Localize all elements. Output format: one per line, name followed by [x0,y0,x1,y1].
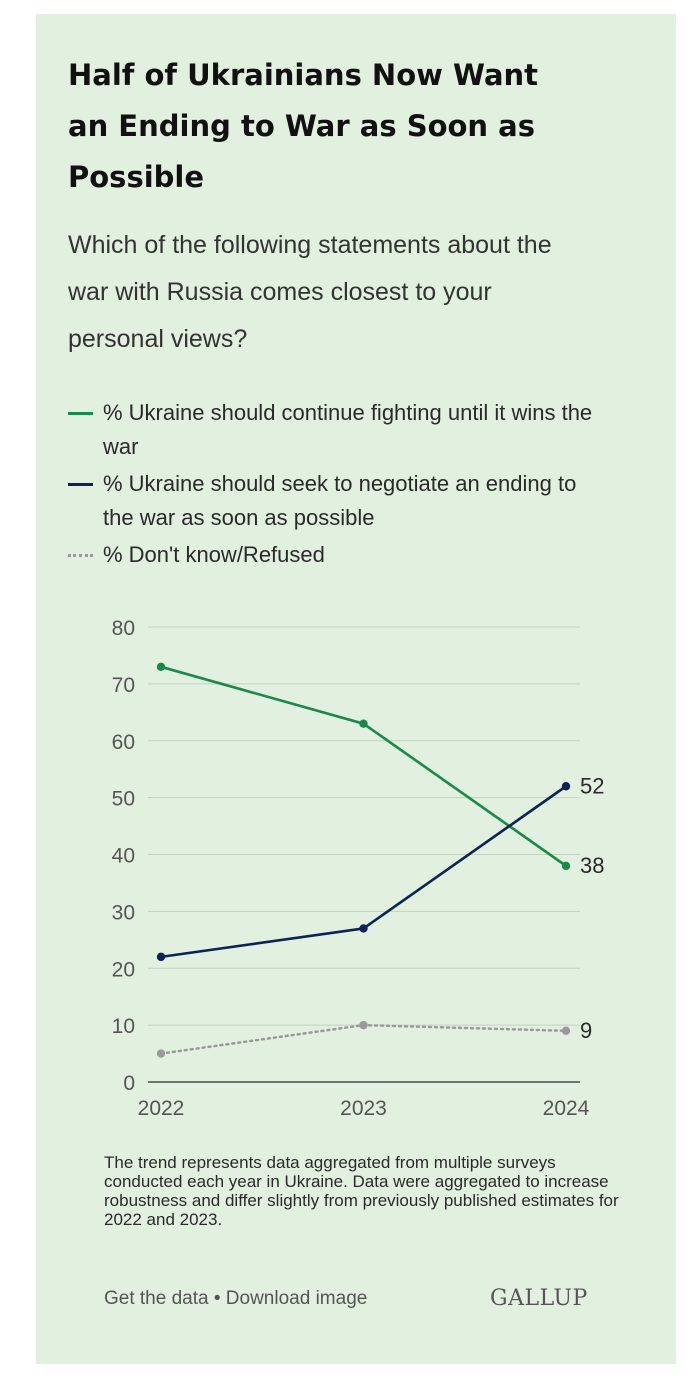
x-tick-label: 2024 [543,1097,590,1120]
legend-item-negotiate: % Ukraine should seek to negotiate an en… [68,467,608,535]
legend-item-dont-know: % Don't know/Refused [68,538,608,572]
legend-swatch-continue-fighting [68,412,93,415]
series-line-continue-fighting [160,665,567,867]
legend-swatch-dont-know [68,554,93,557]
data-point-dont-know [359,1020,368,1030]
gallup-logo: GALLUP [490,1286,588,1311]
y-tick-label: 0 [123,1072,135,1095]
x-tick-label: 2023 [340,1097,387,1120]
y-tick-label: 50 [112,788,135,811]
chart-title: Half of Ukrainians Now Want an Ending to… [68,58,539,194]
series-line-dont-know [159,1023,568,1055]
footer-separator: • [208,1288,226,1309]
y-tick-label: 30 [112,901,135,924]
y-tick-label: 10 [112,1015,135,1038]
data-label-negotiate: 52 [580,773,604,798]
x-tick-label: 2022 [138,1097,185,1120]
legend-label-continue-fighting: % Ukraine should continue fighting until… [103,400,593,459]
y-tick-label: 60 [112,731,135,754]
line-chart: 0 10 20 30 40 50 60 70 80 2022 2023 2024 38 52 9 [112,617,605,1120]
data-point-negotiate [359,924,368,933]
chart-subtitle: Which of the following statements about … [68,231,552,353]
y-tick-label: 40 [112,845,135,868]
data-point-dont-know [156,1049,166,1058]
y-tick-label: 80 [112,617,135,640]
y-tick-label: 70 [112,674,135,697]
legend-label-negotiate: % Ukraine should seek to negotiate an en… [103,471,577,530]
footer-links: Get the data • Download image [104,1288,367,1310]
data-label-dont-know: 9 [580,1018,592,1043]
legend-swatch-negotiate [68,483,93,486]
legend-item-continue-fighting: % Ukraine should continue fighting until… [68,396,608,464]
data-point-negotiate [156,952,166,962]
data-point-dont-know [561,1026,571,1036]
chart-card [36,14,676,1364]
data-point-continue-fighting [561,861,571,871]
data-point-continue-fighting [359,719,368,728]
legend-label-dont-know: % Don't know/Refused [103,542,325,567]
data-point-negotiate [561,782,571,791]
download-image-link[interactable]: Download image [225,1288,368,1309]
data-label-continue-fighting: 38 [580,853,604,878]
data-point-continue-fighting [156,662,166,672]
get-data-link[interactable]: Get the data [104,1288,209,1309]
y-tick-label: 20 [112,958,135,981]
legend: % Ukraine should continue fighting until… [68,396,608,575]
chart-note: The trend represents data aggregated fro… [104,1153,619,1229]
